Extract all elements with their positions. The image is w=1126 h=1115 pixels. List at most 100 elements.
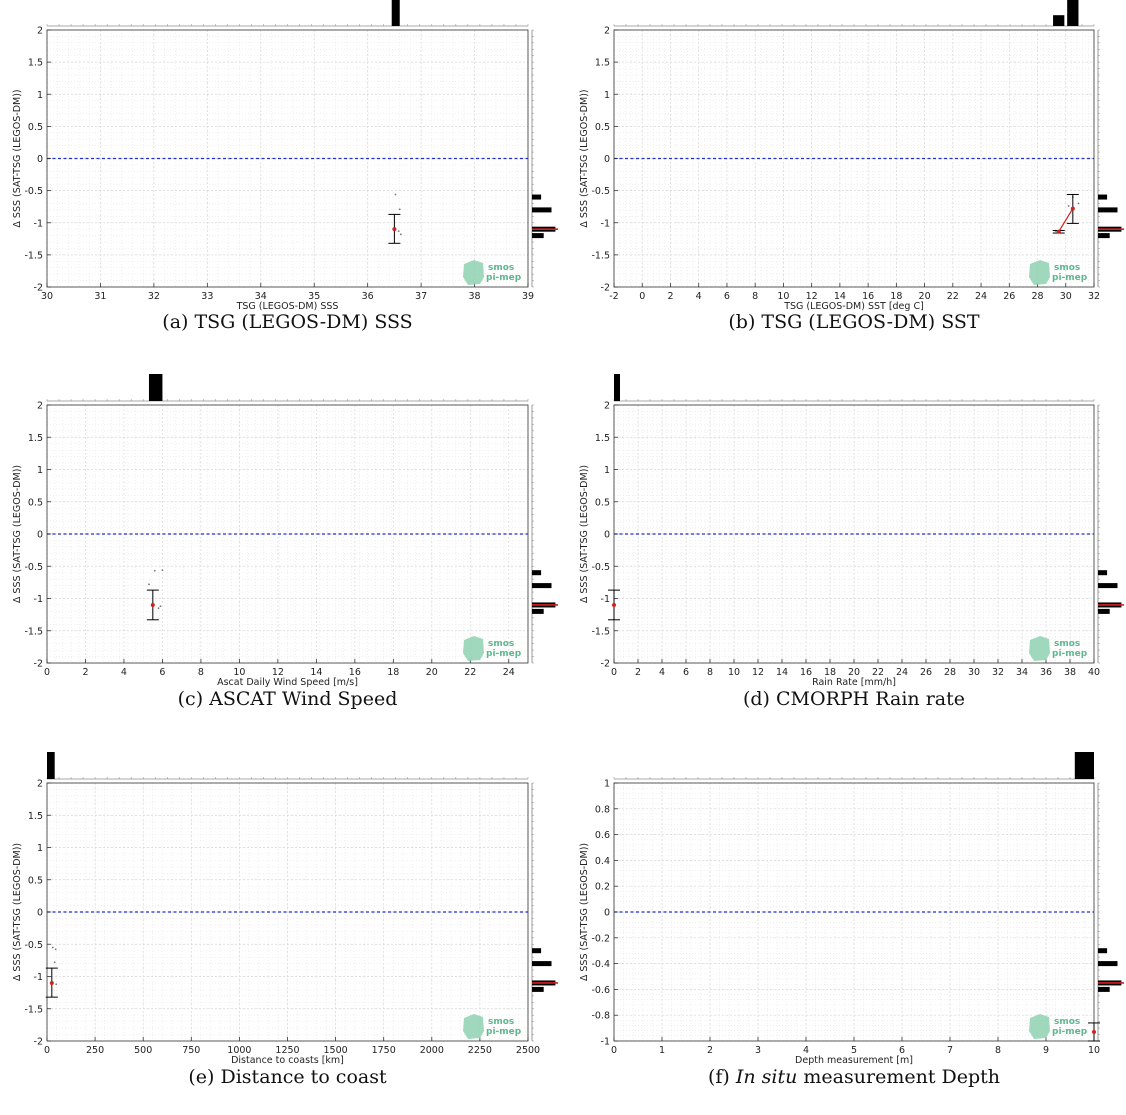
y-tick-label: -1 bbox=[34, 218, 43, 229]
logo-text-line1: smos bbox=[488, 1017, 514, 1027]
right-histogram-bar bbox=[532, 207, 552, 213]
right-histogram-bar bbox=[532, 948, 542, 954]
right-histogram-bar bbox=[532, 961, 552, 967]
data-point bbox=[1067, 205, 1070, 207]
x-axis-label: Ascat Daily Wind Speed [m/s] bbox=[217, 677, 358, 688]
y-tick-label: 1 bbox=[604, 90, 610, 101]
y-tick-label: 1.5 bbox=[28, 811, 43, 822]
right-histogram-bar bbox=[532, 194, 542, 200]
x-tick-label: 12 bbox=[752, 667, 764, 678]
x-axis-label: Depth measurement [m] bbox=[795, 1055, 913, 1066]
right-histogram-bar bbox=[532, 986, 544, 992]
x-tick-label: 38 bbox=[469, 291, 481, 302]
logo-text-line2: pi-mep bbox=[486, 273, 522, 283]
right-histogram-bar bbox=[1098, 961, 1118, 967]
x-tick-label: 16 bbox=[862, 291, 874, 302]
x-tick-label: 32 bbox=[148, 291, 160, 302]
x-tick-label: 7 bbox=[947, 1045, 953, 1056]
y-tick-label: 0 bbox=[604, 530, 610, 541]
top-histogram-bar bbox=[614, 374, 620, 401]
right-histogram-bar bbox=[532, 608, 544, 614]
x-tick-label: 8 bbox=[198, 667, 204, 678]
x-tick-label: 22 bbox=[872, 667, 884, 678]
x-tick-label: 30 bbox=[41, 291, 53, 302]
caption: (b) TSG (LEGOS-DM) SST bbox=[728, 311, 980, 333]
y-tick-label: 2 bbox=[37, 779, 43, 790]
x-tick-label: 22 bbox=[947, 291, 959, 302]
y-tick-label: 2 bbox=[37, 26, 43, 37]
logo-icon bbox=[1029, 636, 1050, 661]
top-histogram-bar bbox=[1074, 752, 1094, 779]
y-tick-label: 1.5 bbox=[28, 433, 43, 444]
x-tick-label: 32 bbox=[1088, 291, 1100, 302]
y-tick-label: 2 bbox=[37, 401, 43, 412]
caption: (d) CMORPH Rain rate bbox=[743, 688, 965, 710]
x-tick-label: 26 bbox=[1003, 291, 1015, 302]
y-axis-label: Δ SSS (SAT-TSG (LEGOS-DM)) bbox=[12, 843, 23, 981]
right-histogram-bar bbox=[1098, 233, 1110, 239]
x-tick-label: 0 bbox=[611, 667, 617, 678]
panel-f: 0 1 2 3 4 5 6 7 8 9 10 -1 -0.8 -0.6 -0.4 -0.2 0 0.2 0.4 0.6… bbox=[579, 752, 1124, 1088]
panel-c: 0 2 4 6 8 10 12 14 16 18 20 22 24-2-1.5-1-0.500.511.… bbox=[12, 374, 558, 710]
y-tick-label: -1 bbox=[34, 972, 43, 983]
caption: (e) Distance to coast bbox=[188, 1066, 387, 1088]
x-tick-label: 31 bbox=[94, 291, 106, 302]
x-tick-label: 37 bbox=[415, 291, 427, 302]
caption: (f) In situ measurement Depth bbox=[708, 1066, 1000, 1088]
x-axis-label: Rain Rate [mm/h] bbox=[812, 677, 896, 688]
y-tick-label: -2 bbox=[601, 659, 610, 670]
data-point bbox=[397, 230, 400, 233]
x-tick-label: 2500 bbox=[516, 1045, 540, 1056]
x-tick-label: 0 bbox=[44, 667, 50, 678]
x-tick-label: 10 bbox=[728, 667, 740, 678]
y-tick-label: 0 bbox=[604, 154, 610, 165]
y-tick-label: -0.4 bbox=[591, 959, 610, 970]
x-tick-label: 24 bbox=[975, 291, 987, 302]
y-tick-label: 1 bbox=[604, 779, 610, 790]
mean-marker bbox=[392, 227, 397, 232]
x-tick-label: 6 bbox=[899, 1045, 905, 1056]
right-histogram-bar bbox=[1098, 194, 1108, 200]
right-histogram-bar bbox=[532, 583, 552, 589]
y-tick-label: -0.8 bbox=[591, 1011, 610, 1022]
x-tick-label: 26 bbox=[920, 667, 932, 678]
mean-marker bbox=[1070, 206, 1075, 211]
mean-marker bbox=[1056, 229, 1061, 234]
x-tick-label: 8 bbox=[707, 667, 713, 678]
y-axis-label: Δ SSS (SAT-TSG (LEGOS-DM)) bbox=[579, 843, 590, 981]
x-tick-label: 1000 bbox=[227, 1045, 251, 1056]
mean-marker bbox=[49, 980, 54, 985]
right-histogram-bar bbox=[1098, 583, 1118, 589]
y-tick-label: 0.5 bbox=[595, 497, 610, 508]
y-tick-label: 0.5 bbox=[28, 875, 43, 886]
x-tick-label: 16 bbox=[800, 667, 812, 678]
top-histogram-bar bbox=[1067, 0, 1079, 26]
caption: (c) ASCAT Wind Speed bbox=[178, 688, 398, 710]
x-tick-label: 12 bbox=[806, 291, 818, 302]
y-axis-label: Δ SSS (SAT-TSG (LEGOS-DM)) bbox=[579, 89, 590, 227]
x-tick-label: 34 bbox=[255, 291, 267, 302]
x-tick-label: 2 bbox=[635, 667, 641, 678]
x-axis-label: Distance to coasts [km] bbox=[231, 1055, 344, 1066]
top-histogram-bar bbox=[1053, 15, 1065, 26]
caption-part: In situ bbox=[735, 1066, 797, 1088]
y-tick-label: -1.5 bbox=[24, 1004, 43, 1015]
x-tick-label: 16 bbox=[349, 667, 361, 678]
x-tick-label: 0 bbox=[639, 291, 645, 302]
y-tick-label: 0.2 bbox=[595, 882, 610, 893]
data-point bbox=[399, 233, 402, 236]
mean-line bbox=[1058, 208, 1074, 233]
data-point bbox=[394, 193, 397, 196]
x-tick-label: 6 bbox=[724, 291, 730, 302]
x-tick-label: 2 bbox=[707, 1045, 713, 1056]
x-tick-label: 18 bbox=[890, 291, 902, 302]
x-tick-label: 20 bbox=[848, 667, 860, 678]
x-tick-label: 1 bbox=[659, 1045, 665, 1056]
y-tick-label: -0.2 bbox=[591, 933, 610, 944]
logo-icon bbox=[463, 260, 484, 285]
logo-icon bbox=[463, 636, 484, 661]
y-tick-label: -0.6 bbox=[591, 985, 610, 996]
x-axis-label: TSG (LEGOS-DM) SST [deg C] bbox=[783, 301, 924, 312]
x-tick-label: 36 bbox=[362, 291, 374, 302]
logo-text-line1: smos bbox=[1054, 263, 1080, 273]
